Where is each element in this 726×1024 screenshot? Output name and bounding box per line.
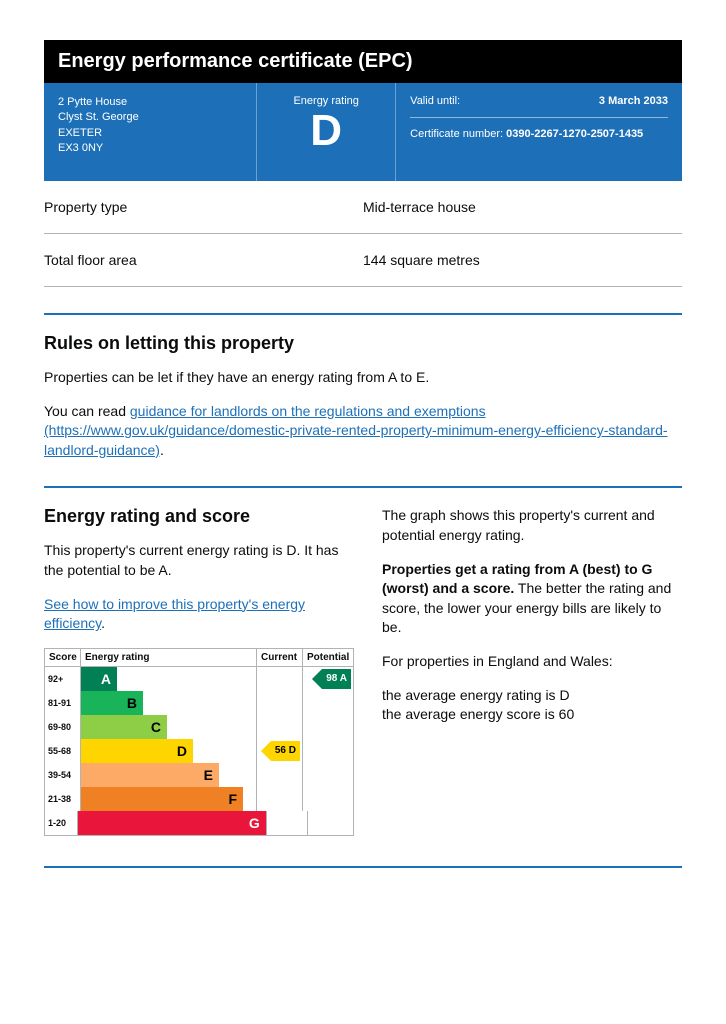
band-bar-cell: F — [81, 787, 257, 811]
current-arrow: 56 D — [261, 741, 300, 761]
rating-heading: Energy rating and score — [44, 506, 354, 527]
right-p3: For properties in England and Wales: — [382, 652, 682, 672]
current-cell: 56 D — [257, 739, 303, 763]
right-column: The graph shows this property's current … — [382, 506, 682, 835]
landlord-guidance-link[interactable]: guidance for landlords on the regulation… — [44, 403, 668, 458]
potential-cell — [303, 691, 353, 715]
divider — [44, 313, 682, 315]
address-line2: Clyst St. George — [58, 110, 242, 125]
band-bar: G — [78, 811, 266, 835]
chart-head-rating: Energy rating — [81, 649, 257, 666]
chart-body: 92+A98 A81-91B69-80C55-68D56 D39-54E21-3… — [45, 667, 353, 835]
address-city: EXETER — [58, 126, 242, 141]
chart-head-current: Current — [257, 649, 303, 666]
page-title: Energy performance certificate (EPC) — [44, 40, 682, 83]
potential-cell — [303, 787, 353, 811]
potential-cell — [303, 763, 353, 787]
band-bar: A — [81, 667, 117, 691]
band-score: 55-68 — [45, 739, 81, 763]
potential-cell — [303, 715, 353, 739]
chart-header: Score Energy rating Current Potential — [45, 649, 353, 667]
band-bar-cell: D — [81, 739, 257, 763]
valid-value: 3 March 2033 — [599, 95, 668, 107]
property-info-table: Property type Mid-terrace house Total fl… — [44, 181, 682, 287]
rating-p1: This property's current energy rating is… — [44, 541, 354, 580]
current-cell — [257, 787, 303, 811]
right-p4b: the average energy score is 60 — [382, 706, 574, 722]
chart-band-row: 1-20G — [45, 811, 353, 835]
chart-band-row: 69-80C — [45, 715, 353, 739]
band-bar-cell: E — [81, 763, 257, 787]
validity-block: Valid until: 3 March 2033 Certificate nu… — [396, 83, 682, 181]
chart-band-row: 81-91B — [45, 691, 353, 715]
chart-band-row: 21-38F — [45, 787, 353, 811]
letting-p2: You can read guidance for landlords on t… — [44, 402, 682, 461]
band-bar: D — [81, 739, 193, 763]
chart-head-score: Score — [45, 649, 81, 666]
energy-chart: Score Energy rating Current Potential 92… — [44, 648, 354, 836]
current-cell — [257, 691, 303, 715]
divider — [44, 866, 682, 868]
band-bar-cell: C — [81, 715, 257, 739]
current-cell — [257, 715, 303, 739]
table-row: Total floor area 144 square metres — [44, 234, 682, 287]
band-score: 21-38 — [45, 787, 81, 811]
band-bar-cell: B — [81, 691, 257, 715]
right-p4a: the average energy rating is D — [382, 687, 570, 703]
address-postcode: EX3 0NY — [58, 141, 242, 156]
chart-band-row: 39-54E — [45, 763, 353, 787]
right-p2: Properties get a rating from A (best) to… — [382, 560, 682, 638]
band-bar: C — [81, 715, 167, 739]
floor-area-value: 144 square metres — [363, 252, 682, 268]
address-line1: 2 Pytte House — [58, 95, 242, 110]
chart-band-row: 55-68D 56 D — [45, 739, 353, 763]
improve-efficiency-link[interactable]: See how to improve this property's energ… — [44, 596, 305, 632]
table-row: Property type Mid-terrace house — [44, 181, 682, 234]
rating-letter: D — [267, 109, 385, 153]
letting-heading: Rules on letting this property — [44, 333, 682, 354]
band-score: 1-20 — [45, 811, 78, 835]
current-cell — [267, 811, 308, 835]
summary-block: 2 Pytte House Clyst St. George EXETER EX… — [44, 83, 682, 181]
letting-p2-suffix: . — [160, 442, 164, 458]
band-bar-cell: G — [78, 811, 267, 835]
band-bar: E — [81, 763, 219, 787]
band-bar-cell: A — [81, 667, 257, 691]
right-p1: The graph shows this property's current … — [382, 506, 682, 545]
right-p4: the average energy rating is D the avera… — [382, 686, 682, 725]
property-type-label: Property type — [44, 199, 363, 215]
band-score: 81-91 — [45, 691, 81, 715]
band-score: 69-80 — [45, 715, 81, 739]
left-column: Energy rating and score This property's … — [44, 506, 354, 835]
band-score: 92+ — [45, 667, 81, 691]
band-score: 39-54 — [45, 763, 81, 787]
current-cell — [257, 763, 303, 787]
chart-head-potential: Potential — [303, 649, 353, 666]
potential-arrow: 98 A — [312, 669, 351, 689]
potential-cell — [303, 739, 353, 763]
property-type-value: Mid-terrace house — [363, 199, 682, 215]
potential-cell — [308, 811, 353, 835]
chart-band-row: 92+A 98 A — [45, 667, 353, 691]
current-cell — [257, 667, 303, 691]
address-block: 2 Pytte House Clyst St. George EXETER EX… — [44, 83, 256, 181]
cert-label: Certificate number: — [410, 128, 503, 140]
band-bar: F — [81, 787, 243, 811]
potential-cell: 98 A — [303, 667, 353, 691]
divider — [44, 486, 682, 488]
rating-block: Energy rating D — [256, 83, 396, 181]
improve-link-suffix: . — [101, 615, 105, 631]
band-bar: B — [81, 691, 143, 715]
cert-value: 0390-2267-1270-2507-1435 — [506, 128, 643, 140]
letting-p2-prefix: You can read — [44, 403, 130, 419]
floor-area-label: Total floor area — [44, 252, 363, 268]
letting-p1: Properties can be let if they have an en… — [44, 368, 682, 388]
valid-label: Valid until: — [410, 95, 460, 107]
